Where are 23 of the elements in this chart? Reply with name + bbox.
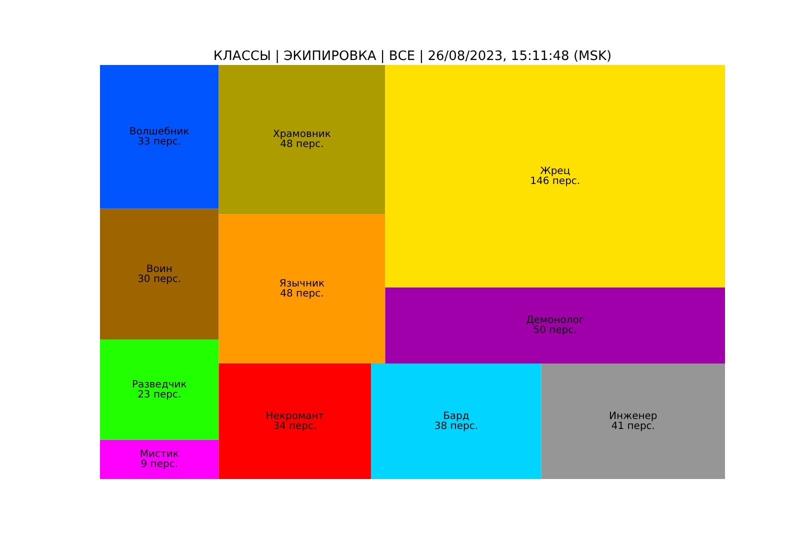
category-label: Жрец: [540, 166, 570, 177]
category-label: Некромант: [266, 410, 324, 422]
category-label: Волшебник: [129, 126, 190, 138]
category-label: Воин: [146, 264, 172, 275]
category-label: Инженер: [609, 410, 658, 422]
data-label: 30 перс.: [138, 274, 182, 285]
data-label: 34 перс.: [273, 420, 317, 432]
data-label: 41 перс.: [611, 420, 655, 432]
data-label: 38 перс.: [434, 420, 478, 432]
data-label: 33 перс.: [138, 136, 182, 148]
data-label: 50 перс.: [533, 325, 577, 336]
data-label: 48 перс.: [280, 139, 324, 150]
data-label: 23 перс.: [138, 389, 182, 400]
text: КЛАССЫ | ЭКИПИРОВКА | ВСЕ | 26/08/2023, 15:11:48 (MSK): [213, 49, 612, 64]
category-label: Демонолог: [526, 315, 584, 326]
category-label: Храмовник: [272, 129, 331, 140]
data-label: 48 перс.: [280, 288, 324, 300]
data-label: 9 перс.: [140, 458, 178, 470]
category-label: Язычник: [279, 278, 325, 290]
data-label: 146 перс.: [530, 176, 580, 187]
category-label: Бард: [443, 410, 470, 422]
category-label: Мистик: [140, 448, 179, 460]
category-label: Разведчик: [132, 379, 187, 390]
